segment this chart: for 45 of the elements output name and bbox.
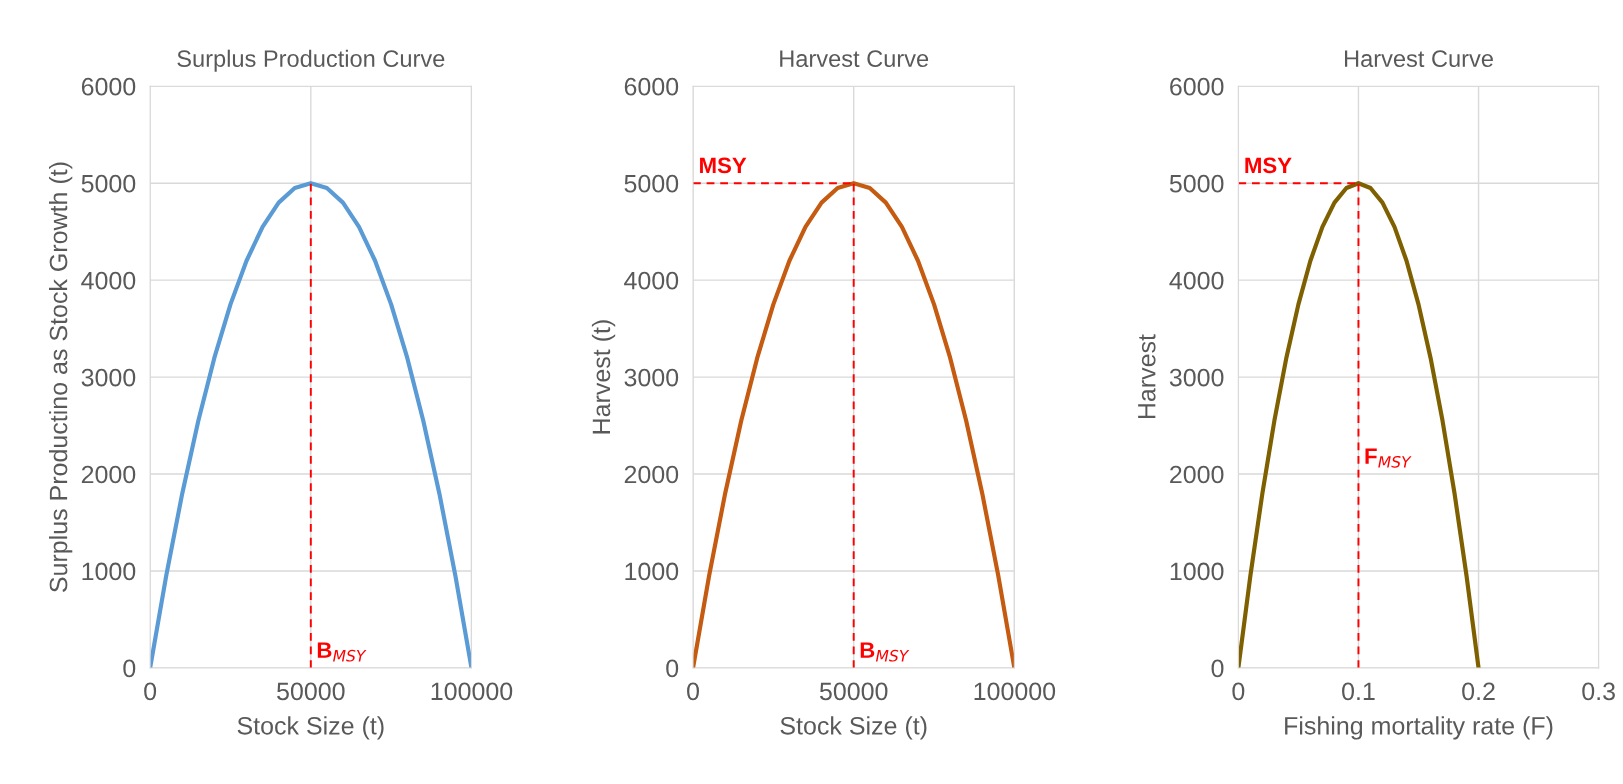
y-tick-label: 4000 xyxy=(81,271,136,290)
y-tick-label: 3000 xyxy=(624,368,679,387)
x-axis-title: Stock Size (t) xyxy=(237,716,384,740)
x-tick-label: 0 xyxy=(1232,682,1245,701)
y-tick-label: 2000 xyxy=(624,465,679,484)
y-tick-label: 1000 xyxy=(82,562,136,581)
x-tick-label: 0.1 xyxy=(1342,682,1375,701)
annotation: B$_{MSY}$ xyxy=(317,642,367,662)
y-tick-label: 1000 xyxy=(625,562,679,581)
x-tick-label: 0 xyxy=(687,682,699,701)
y-tick-label: 4000 xyxy=(624,271,679,290)
annotation: MSY xyxy=(700,157,747,174)
y-tick-label: 3000 xyxy=(81,368,136,387)
y-tick-label: 4000 xyxy=(1169,271,1224,290)
y-axis-title: Harvest xyxy=(1138,334,1156,419)
annotation: B$_{MSY}$ xyxy=(860,642,910,662)
annotation: MSY xyxy=(1245,157,1292,174)
annotation: F$_{MSY}$ xyxy=(1365,448,1412,468)
y-tick-label: 6000 xyxy=(1170,77,1224,96)
x-tick-label: 100000 xyxy=(974,682,1056,701)
x-tick-label: 0 xyxy=(144,682,157,701)
x-axis-title: Fishing mortality rate (F) xyxy=(1285,716,1553,740)
y-tick-label: 5000 xyxy=(624,174,679,193)
y-axis-title: Surplus Productino as Stock Growth (t) xyxy=(48,162,73,593)
x-tick-label: 0.2 xyxy=(1462,682,1495,701)
y-tick-label: 2000 xyxy=(81,465,136,484)
y-tick-label: 3000 xyxy=(1169,368,1224,387)
y-tick-label: 0 xyxy=(123,659,136,678)
y-tick-label: 5000 xyxy=(81,174,136,193)
y-tick-label: 1000 xyxy=(1170,562,1224,581)
x-tick-label: 100000 xyxy=(431,682,513,701)
chart-title: Surplus Production Curve xyxy=(177,49,445,72)
y-tick-label: 0 xyxy=(666,659,679,678)
y-axis-title: Harvest (t) xyxy=(591,320,616,434)
chart-title: Harvest Curve xyxy=(780,50,929,68)
y-tick-label: 0 xyxy=(1211,659,1224,678)
y-tick-label: 2000 xyxy=(1170,465,1224,484)
x-tick-label: 50000 xyxy=(277,682,345,701)
x-tick-label: 50000 xyxy=(819,682,888,701)
y-tick-label: 5000 xyxy=(1169,174,1224,193)
chart-title: Harvest Curve xyxy=(1345,50,1493,68)
x-axis-title: Stock Size (t) xyxy=(780,716,927,740)
y-tick-label: 6000 xyxy=(624,77,679,96)
x-tick-label: 0.3 xyxy=(1582,682,1615,701)
y-tick-label: 6000 xyxy=(81,77,136,96)
